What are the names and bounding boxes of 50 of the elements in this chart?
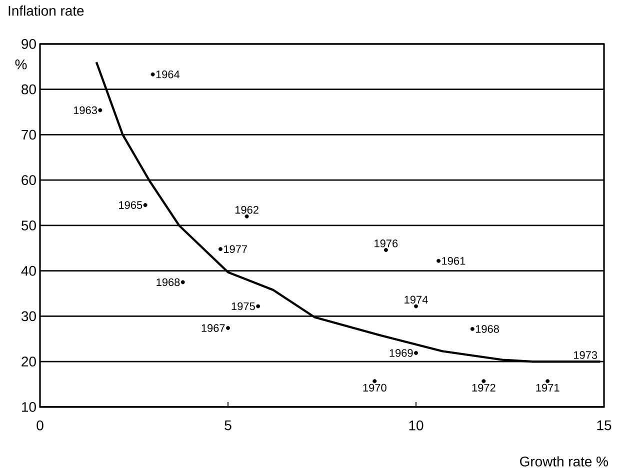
point	[143, 203, 148, 208]
point	[98, 108, 102, 112]
annotation: 1976	[374, 240, 398, 248]
annotation: 1968	[476, 325, 499, 333]
annotation: 1961	[442, 257, 466, 265]
x-tick-label: 10	[409, 420, 424, 430]
annotation: 1969	[390, 349, 413, 357]
x-tick-label: 0	[36, 420, 44, 430]
point	[372, 379, 377, 384]
point	[218, 247, 222, 252]
point	[384, 248, 388, 252]
annotation: 1962	[235, 206, 258, 214]
point	[180, 280, 185, 284]
x-tick-label: 15	[597, 420, 612, 430]
annotation: 1964	[156, 70, 180, 78]
y-axis-title: Inflation rate	[8, 6, 84, 16]
point	[414, 350, 418, 355]
y-tick-label: 60	[22, 175, 36, 186]
annotation: 1965	[119, 201, 142, 209]
y-tick-label: 50	[22, 220, 36, 230]
annotation: 1977	[224, 245, 248, 253]
annotation: 1967	[202, 324, 225, 332]
point	[150, 72, 155, 76]
x-tick-label: 5	[224, 420, 232, 430]
annotation: 1972	[472, 384, 496, 392]
y-tick-label: 80	[22, 84, 36, 94]
y-tick-label: 10	[22, 402, 36, 412]
annotation: 1971	[536, 384, 560, 392]
point	[226, 326, 230, 330]
x-axis-title: Growth rate %	[520, 456, 608, 466]
annotation: 1970	[363, 384, 386, 392]
point	[436, 258, 441, 263]
line-series	[95, 61, 602, 363]
annotation: 1963	[74, 106, 97, 114]
annotation: 1968	[156, 278, 180, 286]
point	[470, 326, 474, 331]
y-tick-label: 20	[22, 356, 36, 367]
point	[482, 379, 486, 384]
point	[244, 214, 249, 218]
point	[256, 304, 260, 308]
y-tick-label: 40	[21, 266, 36, 276]
annotation: 1974	[404, 296, 428, 304]
point	[414, 304, 418, 308]
annotation: 1975	[232, 302, 255, 310]
y-tick-label: 70	[22, 130, 36, 140]
y-tick-label: 30	[22, 311, 36, 322]
annotation: 1973	[574, 351, 598, 359]
point	[546, 379, 550, 384]
y-tick-label: 90	[22, 39, 36, 49]
text: %	[15, 60, 27, 70]
